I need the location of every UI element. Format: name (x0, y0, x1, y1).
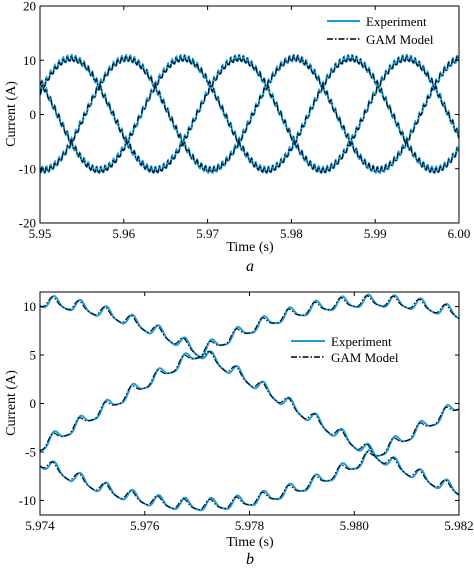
chart-b-x-tick-label: 5.974 (25, 518, 55, 533)
chart-b-x-tick-label: 5.976 (130, 518, 160, 533)
chart-a-y-tick-label: 0 (30, 107, 37, 122)
chart-b-y-tick-label: 0 (30, 396, 37, 411)
chart-b-model-phase-2-line (40, 406, 459, 511)
chart-a-panel-label: a (246, 258, 254, 275)
chart-b-x-ticks: 5.974 5.976 5.978 5.980 5.982 (25, 292, 474, 533)
chart-b-series-lines (40, 293, 459, 512)
chart-a-experiment-phase-3-line (40, 53, 459, 175)
chart-a-y-axis-label: Current (A) (4, 81, 19, 147)
chart-a-x-tick-label: 6.00 (448, 226, 471, 241)
chart-a-y-tick-label: 20 (23, 0, 36, 14)
chart-a-model-phase-1-line (40, 54, 459, 174)
chart-b-model-phase-3-line (40, 296, 459, 496)
chart-b-experiment-phase-2-line (40, 404, 459, 512)
chart-b-x-tick-label: 5.980 (340, 518, 369, 533)
chart-b-legend-experiment-label: Experiment (331, 334, 392, 349)
chart-a-x-tick-label: 5.96 (112, 226, 135, 241)
chart-a-legend-model-label: GAM Model (366, 32, 434, 47)
chart-a-x-tick-label: 5.97 (196, 226, 219, 241)
chart-b: 5.974 5.976 5.978 5.980 5.982 10 5 0 -5 -10 Time… (4, 291, 474, 568)
chart-b-y-tick-label: 10 (23, 299, 36, 314)
chart-a-x-tick-label: 5.98 (280, 226, 303, 241)
chart-b-experiment-phase-1-line (40, 293, 459, 452)
chart-a-y-ticks: 20 10 0 -10 -20 (19, 0, 459, 231)
chart-a-legend-experiment-label: Experiment (366, 14, 427, 29)
chart-b-y-axis-label: Current (A) (4, 370, 19, 436)
chart-b-legend-model-label: GAM Model (331, 350, 399, 365)
chart-a-model-phase-2-line (40, 54, 459, 174)
chart-a-y-tick-label: -20 (19, 216, 36, 231)
chart-a-x-tick-label: 5.99 (364, 226, 387, 241)
chart-a-series-lines (40, 53, 459, 175)
chart-b-y-tick-label: -5 (25, 444, 36, 459)
chart-a-legend: Experiment GAM Model (327, 14, 434, 47)
chart-b-y-ticks: 10 5 0 -5 -10 (19, 299, 459, 508)
chart-b-y-tick-label: 5 (30, 348, 37, 363)
chart-a-experiment-phase-2-line (40, 53, 459, 175)
chart-a-y-tick-label: -10 (19, 161, 36, 176)
chart-a-x-ticks: 5.95 5.96 5.97 5.98 5.99 6.00 (29, 6, 471, 241)
chart-b-x-axis-label: Time (s) (226, 535, 274, 550)
chart-b-plot-frame (39, 291, 460, 516)
chart-a-x-tick-label: 5.95 (29, 226, 52, 241)
chart-b-x-tick-label: 5.978 (235, 518, 264, 533)
chart-b-y-tick-label: -10 (19, 493, 36, 508)
chart-b-x-tick-label: 5.982 (444, 518, 473, 533)
chart-a: 5.95 5.96 5.97 5.98 5.99 6.00 20 10 0 -10 -20 Tim… (4, 0, 470, 275)
chart-a-y-tick-label: 10 (23, 53, 36, 68)
chart-a-x-axis-label: Time (s) (226, 240, 274, 255)
chart-b-panel-label: b (246, 551, 254, 568)
chart-a-experiment-phase-1-line (40, 53, 459, 175)
chart-b-experiment-phase-3-line (40, 294, 459, 496)
chart-b-legend: Experiment GAM Model (291, 334, 399, 365)
chart-a-model-phase-3-line (40, 54, 459, 174)
chart-b-model-phase-1-line (40, 295, 459, 451)
